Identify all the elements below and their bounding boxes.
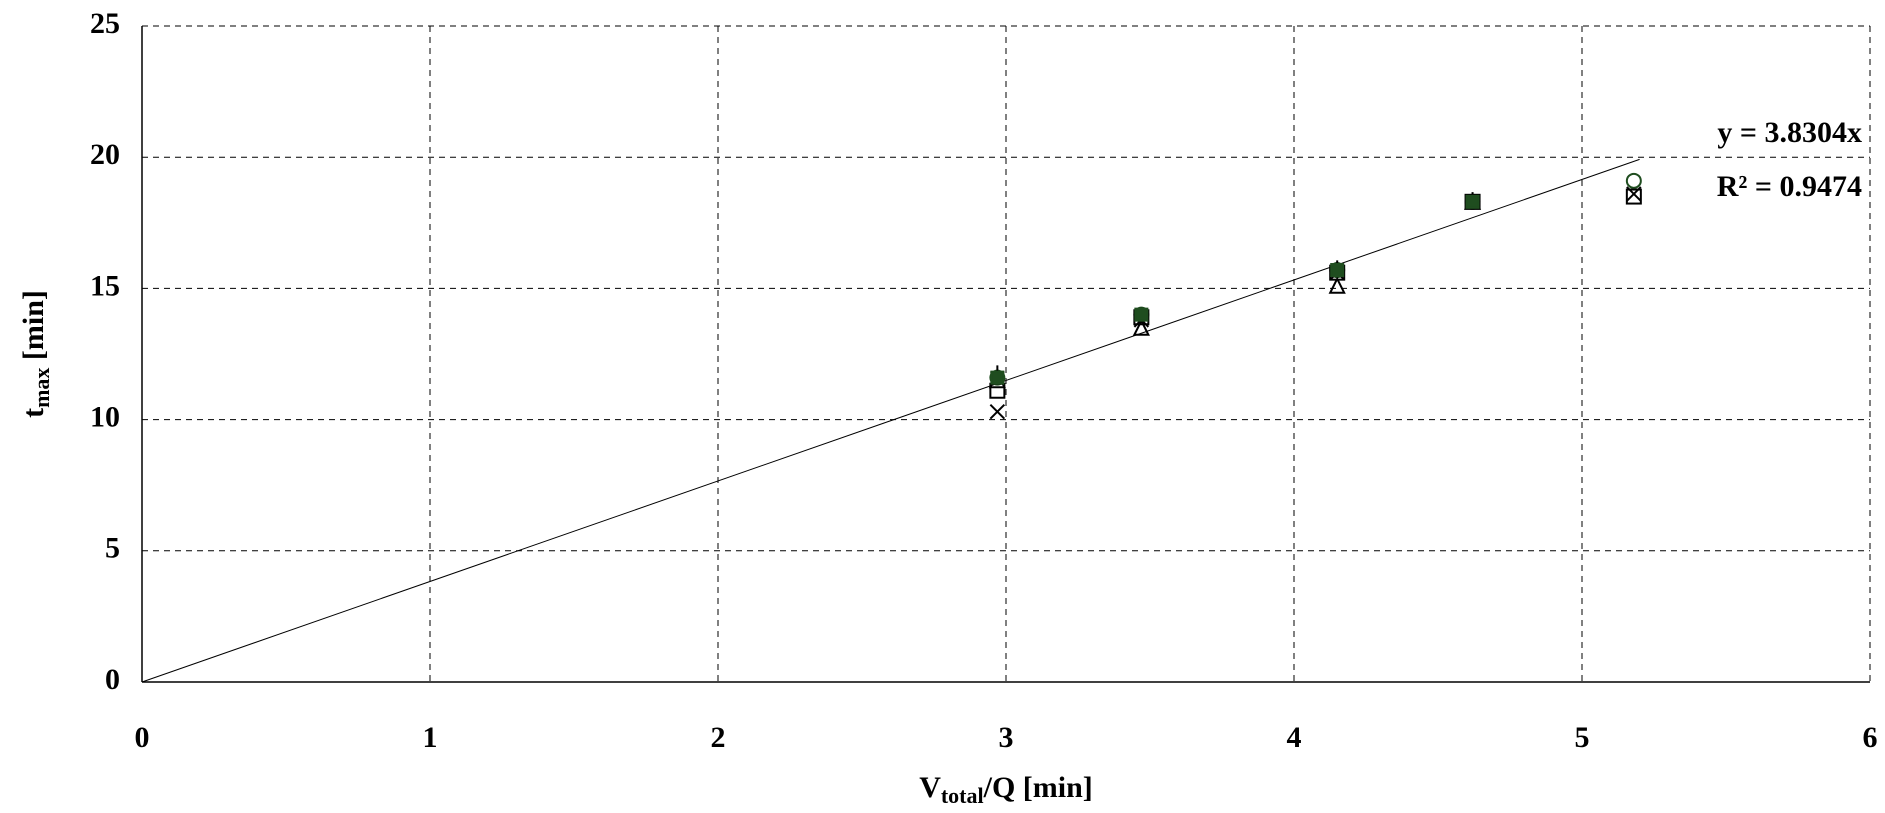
x-axis-title-sub: total	[941, 783, 984, 808]
x-tick-label: 3	[999, 721, 1014, 754]
y-tick-label: 15	[90, 269, 120, 302]
point	[989, 404, 1006, 420]
y-tick-label: 20	[90, 138, 120, 171]
point	[1134, 307, 1149, 322]
trendline	[141, 158, 1640, 683]
point	[1132, 318, 1150, 336]
y-tick-label: 25	[90, 7, 120, 40]
y-tick-label: 10	[90, 400, 120, 433]
y-axis-title-main: t	[17, 408, 50, 418]
x-tick-label: 5	[1575, 721, 1590, 754]
y-axis-title: tmax [min]	[17, 290, 54, 418]
point	[1625, 188, 1642, 205]
point	[1330, 263, 1345, 278]
point	[1626, 186, 1642, 202]
point	[1328, 276, 1346, 294]
point	[989, 382, 1006, 399]
x-tick-label: 0	[135, 721, 150, 754]
y-axis-title-sub: max	[29, 368, 54, 408]
x-tick-label: 6	[1863, 721, 1878, 754]
y-tick-label: 5	[105, 532, 120, 565]
x-axis-title-main: V	[919, 771, 941, 804]
y-tick-label: 0	[105, 663, 120, 696]
y-axis-title-rest: [min]	[17, 290, 50, 368]
x-tick-label: 4	[1287, 721, 1302, 754]
x-axis-title: Vtotal/Q [min]	[919, 771, 1093, 808]
point	[1465, 194, 1480, 209]
point	[1625, 172, 1642, 189]
x-tick-label: 2	[711, 721, 726, 754]
trend-equation: y = 3.8304x	[1717, 116, 1862, 149]
x-tick-label: 1	[423, 721, 438, 754]
trend-r2: R² = 0.9474	[1717, 170, 1862, 203]
point	[990, 370, 1005, 385]
x-axis-title-rest: /Q [min]	[983, 771, 1093, 804]
